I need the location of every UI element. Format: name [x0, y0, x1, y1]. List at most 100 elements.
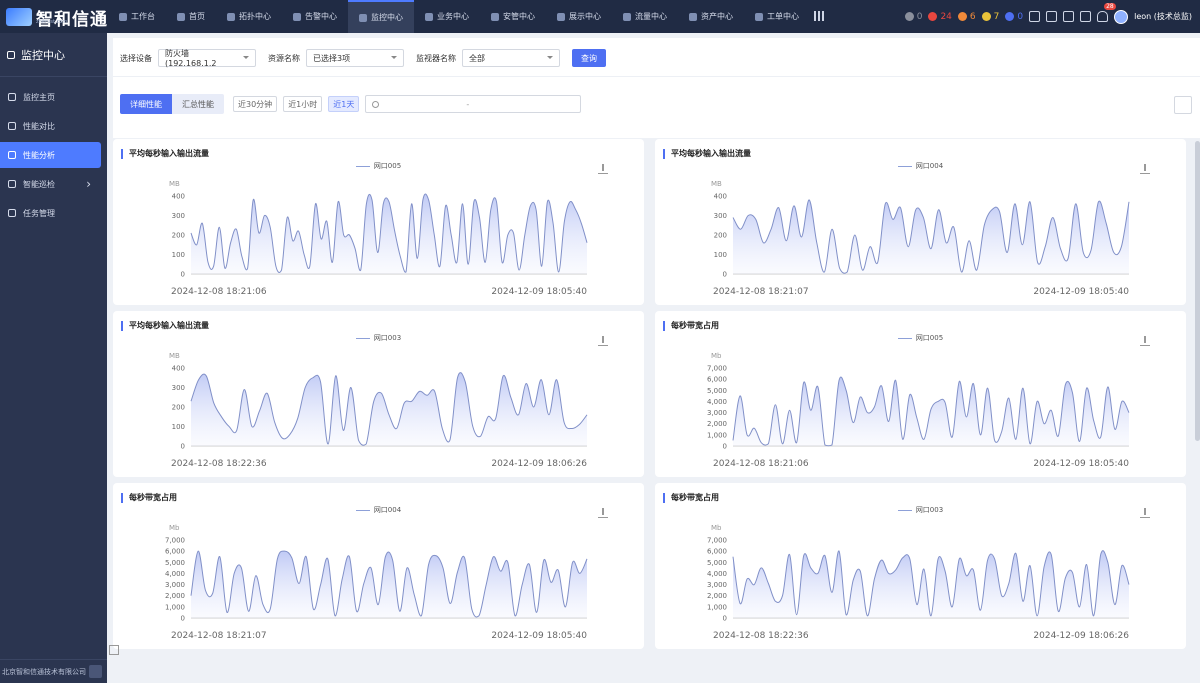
chart-title: 每秒带宽占用: [121, 493, 177, 503]
nav-item-label: 工单中心: [767, 12, 799, 21]
range-1hour[interactable]: 近1小时: [283, 96, 323, 112]
menu-toggle-icon[interactable]: [89, 665, 102, 678]
apps-grid-icon[interactable]: [814, 11, 824, 21]
expand-icon[interactable]: [109, 645, 119, 655]
chart-title: 平均每秒输入输出流量: [121, 321, 209, 331]
nav-item-7[interactable]: 展示中心: [546, 0, 612, 33]
download-icon[interactable]: [598, 164, 608, 174]
nav-item-1[interactable]: 首页: [166, 0, 216, 33]
date-range-picker[interactable]: -: [365, 95, 582, 113]
chart-card-3: 每秒带宽占用 网口005 Mb 0 1,000 2,000 3,000 4,000 5,000 6…: [655, 311, 1186, 477]
chart-title: 平均每秒输入输出流量: [121, 149, 209, 159]
series-line: [732, 550, 1130, 617]
y-axis-unit: Mb: [711, 524, 722, 532]
filter-row: 选择设备 防火墙(192.168.1.2 资源名称 已选择3项 监视器名称 全部…: [120, 49, 606, 68]
download-icon[interactable]: [1140, 508, 1150, 518]
mute-icon[interactable]: [1046, 11, 1058, 22]
resource-select[interactable]: 已选择3项: [306, 49, 404, 67]
legend-line-icon: [355, 165, 370, 167]
nav-item-3[interactable]: 告警中心: [282, 0, 348, 33]
filter-panel: 选择设备 防火墙(192.168.1.2 资源名称 已选择3项 监视器名称 全部…: [113, 38, 1200, 138]
y-tick-label: 0: [181, 271, 185, 279]
chart-legend[interactable]: 网口004: [113, 505, 644, 515]
chart-plot: MB 0 100 200 300 400 2024-12-08 18:21:06 2024-1…: [169, 180, 588, 297]
traffic-icon: [623, 12, 631, 21]
chart-legend[interactable]: 网口005: [113, 161, 644, 171]
tab-detail-performance[interactable]: 详细性能: [120, 94, 172, 114]
chart-title: 每秒带宽占用: [663, 321, 719, 331]
download-icon[interactable]: [598, 508, 608, 518]
nav-item-2[interactable]: 拓扑中心: [216, 0, 282, 33]
nav-item-9[interactable]: 资产中心: [678, 0, 744, 33]
filter-divider: [113, 76, 1200, 77]
y-tick-label: 4,000: [707, 570, 727, 578]
y-axis-unit: MB: [169, 352, 180, 360]
y-tick-label: 0: [723, 271, 727, 279]
chart-legend[interactable]: 网口005: [655, 333, 1186, 343]
y-tick-label: 100: [172, 251, 185, 259]
scrollbar[interactable]: [1195, 141, 1200, 441]
alarm-counter-1[interactable]: 24: [928, 12, 952, 22]
y-tick-label: 400: [172, 365, 185, 373]
logo[interactable]: 智和信通: [6, 5, 108, 30]
y-tick-label: 300: [714, 212, 727, 220]
chart-legend[interactable]: 网口003: [113, 333, 644, 343]
export-button[interactable]: [1174, 96, 1192, 114]
x-end-label: 2024-12-09 18:05:40: [1033, 459, 1129, 469]
legend-label: 网口005: [373, 162, 402, 170]
alarm-counter-4[interactable]: 0: [1005, 12, 1023, 22]
nav-item-10[interactable]: 工单中心: [744, 0, 810, 33]
avatar[interactable]: [1114, 9, 1129, 24]
query-button[interactable]: 查询: [572, 49, 606, 67]
x-end-label: 2024-12-09 18:06:26: [491, 459, 587, 469]
nav-item-0[interactable]: 工作台: [108, 0, 166, 33]
ticket-icon: [755, 12, 763, 21]
clock-icon: [372, 100, 380, 108]
download-icon[interactable]: [1140, 336, 1150, 346]
resource-label: 资源名称: [268, 53, 300, 63]
series-area: [733, 550, 1129, 618]
chart-title: 平均每秒输入输出流量: [663, 149, 751, 159]
y-tick-label: 6,000: [707, 376, 727, 384]
sidebar: 监控中心 监控主页 性能对比 性能分析 智能巡检 › 任务管理 北京智和信通技术有限公司: [0, 33, 107, 683]
monitor-select[interactable]: 全部: [462, 49, 560, 67]
sidebar-item-0[interactable]: 监控主页: [0, 84, 101, 110]
range-1day[interactable]: 近1天: [328, 96, 360, 112]
alarm-counter-2[interactable]: 6: [957, 12, 976, 22]
alarm-count: 0: [1017, 11, 1024, 22]
nav-item-5[interactable]: 业务中心: [414, 0, 480, 33]
x-start-label: 2024-12-08 18:21:07: [171, 631, 267, 641]
chart-card-2: 平均每秒输入输出流量 网口003 MB 0 100 200 300 400 2024-12-08…: [113, 311, 644, 477]
download-icon[interactable]: [598, 336, 608, 346]
y-tick-label: 200: [172, 404, 185, 412]
bell-icon[interactable]: 28: [1097, 3, 1116, 22]
y-tick-label: 0: [723, 443, 727, 451]
nav-item-label: 工作台: [131, 12, 155, 21]
alarm-counter-3[interactable]: 7: [981, 12, 999, 22]
download-icon[interactable]: [1140, 164, 1150, 174]
fullscreen-icon[interactable]: [1080, 11, 1092, 22]
sidebar-item-1[interactable]: 性能对比: [0, 113, 101, 139]
range-30min[interactable]: 近30分钟: [233, 96, 278, 112]
user-label[interactable]: leon (技术总监): [1134, 12, 1192, 21]
nav-item-4[interactable]: 监控中心: [348, 0, 414, 33]
monitor-icon: [7, 50, 15, 59]
sidebar-item-2[interactable]: 性能分析: [0, 142, 101, 168]
device-select[interactable]: 防火墙(192.168.1.2: [158, 49, 256, 68]
sidebar-item-3[interactable]: 智能巡检 ›: [0, 171, 101, 197]
notification-badge: 28: [1104, 3, 1116, 10]
series-area: [733, 199, 1129, 274]
y-tick-label: 100: [172, 423, 185, 431]
legend-label: 网口003: [373, 334, 402, 342]
alarm-counter-0[interactable]: 0: [904, 12, 922, 22]
theme-icon[interactable]: [1029, 11, 1041, 22]
y-tick-label: 1,000: [165, 603, 185, 611]
nav-item-8[interactable]: 流量中心: [612, 0, 678, 33]
sidebar-item-4[interactable]: 任务管理: [0, 200, 101, 226]
layout-icon[interactable]: [1063, 11, 1075, 22]
chart-legend[interactable]: 网口003: [655, 505, 1186, 515]
tab-summary-performance[interactable]: 汇总性能: [172, 94, 224, 114]
chart-legend[interactable]: 网口004: [655, 161, 1186, 171]
y-tick-label: 200: [714, 232, 727, 240]
nav-item-6[interactable]: 安管中心: [480, 0, 546, 33]
